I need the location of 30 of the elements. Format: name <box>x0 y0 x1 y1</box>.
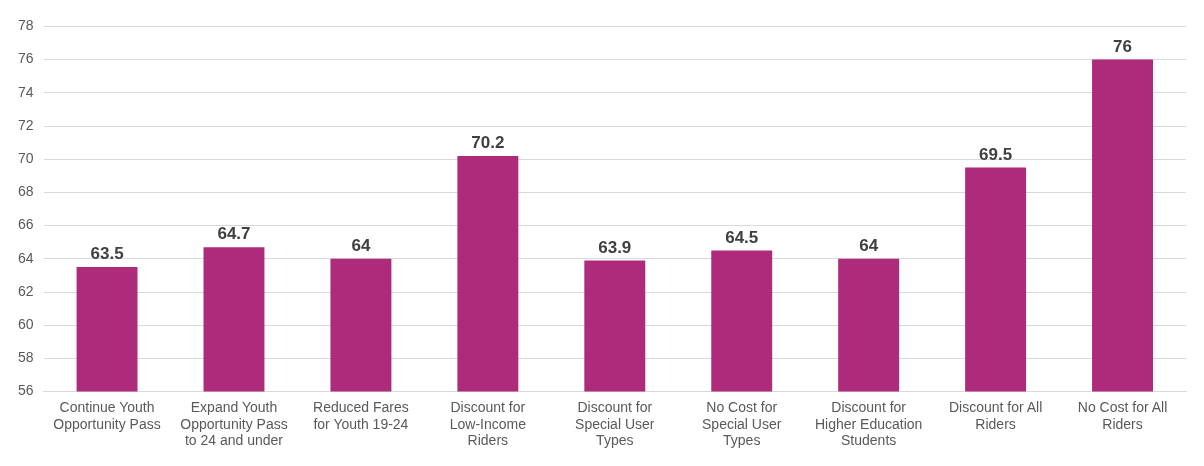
x-tick-label: Discount for Low-Income Riders <box>449 398 527 449</box>
data-label: 64.7 <box>217 224 251 244</box>
x-tick-label: No Cost for All Riders <box>1077 398 1168 432</box>
data-label: 64.5 <box>725 227 759 247</box>
x-tick-label: Discount for Special User Types <box>575 398 655 449</box>
data-label: 69.5 <box>979 144 1013 164</box>
data-label: 64 <box>351 235 371 255</box>
y-tick-label: 74 <box>17 83 34 100</box>
y-tick-label: 78 <box>17 17 34 34</box>
data-label: 63.9 <box>598 237 632 257</box>
x-tick-label: No Cost for Special User Types <box>702 398 782 449</box>
x-tick-label: Discount for All Riders <box>948 398 1043 432</box>
y-tick-label: 60 <box>17 316 34 333</box>
y-tick-label: 62 <box>17 282 34 299</box>
y-tick-label: 76 <box>17 50 34 67</box>
y-tick-label: 68 <box>17 183 34 200</box>
x-tick-label: Continue Youth Opportunity Pass <box>53 398 161 432</box>
x-tick-label: Reduced Fares for Youth 19-24 <box>313 398 409 432</box>
y-tick-label: 66 <box>17 216 34 233</box>
x-tick-label: Discount for Higher Education Students <box>814 398 923 449</box>
y-tick-label: 64 <box>17 249 34 266</box>
x-tick-label: Expand Youth Opportunity Pass to 24 and under <box>180 398 288 449</box>
data-label: 63.5 <box>90 244 124 264</box>
y-tick-label: 58 <box>17 349 34 366</box>
y-tick-label: 70 <box>17 150 34 167</box>
y-tick-label: 56 <box>17 382 34 399</box>
y-tick-label: 72 <box>17 116 34 133</box>
data-label: 76 <box>1113 36 1132 56</box>
data-label: 70.2 <box>471 133 505 153</box>
data-label: 64 <box>859 235 879 255</box>
